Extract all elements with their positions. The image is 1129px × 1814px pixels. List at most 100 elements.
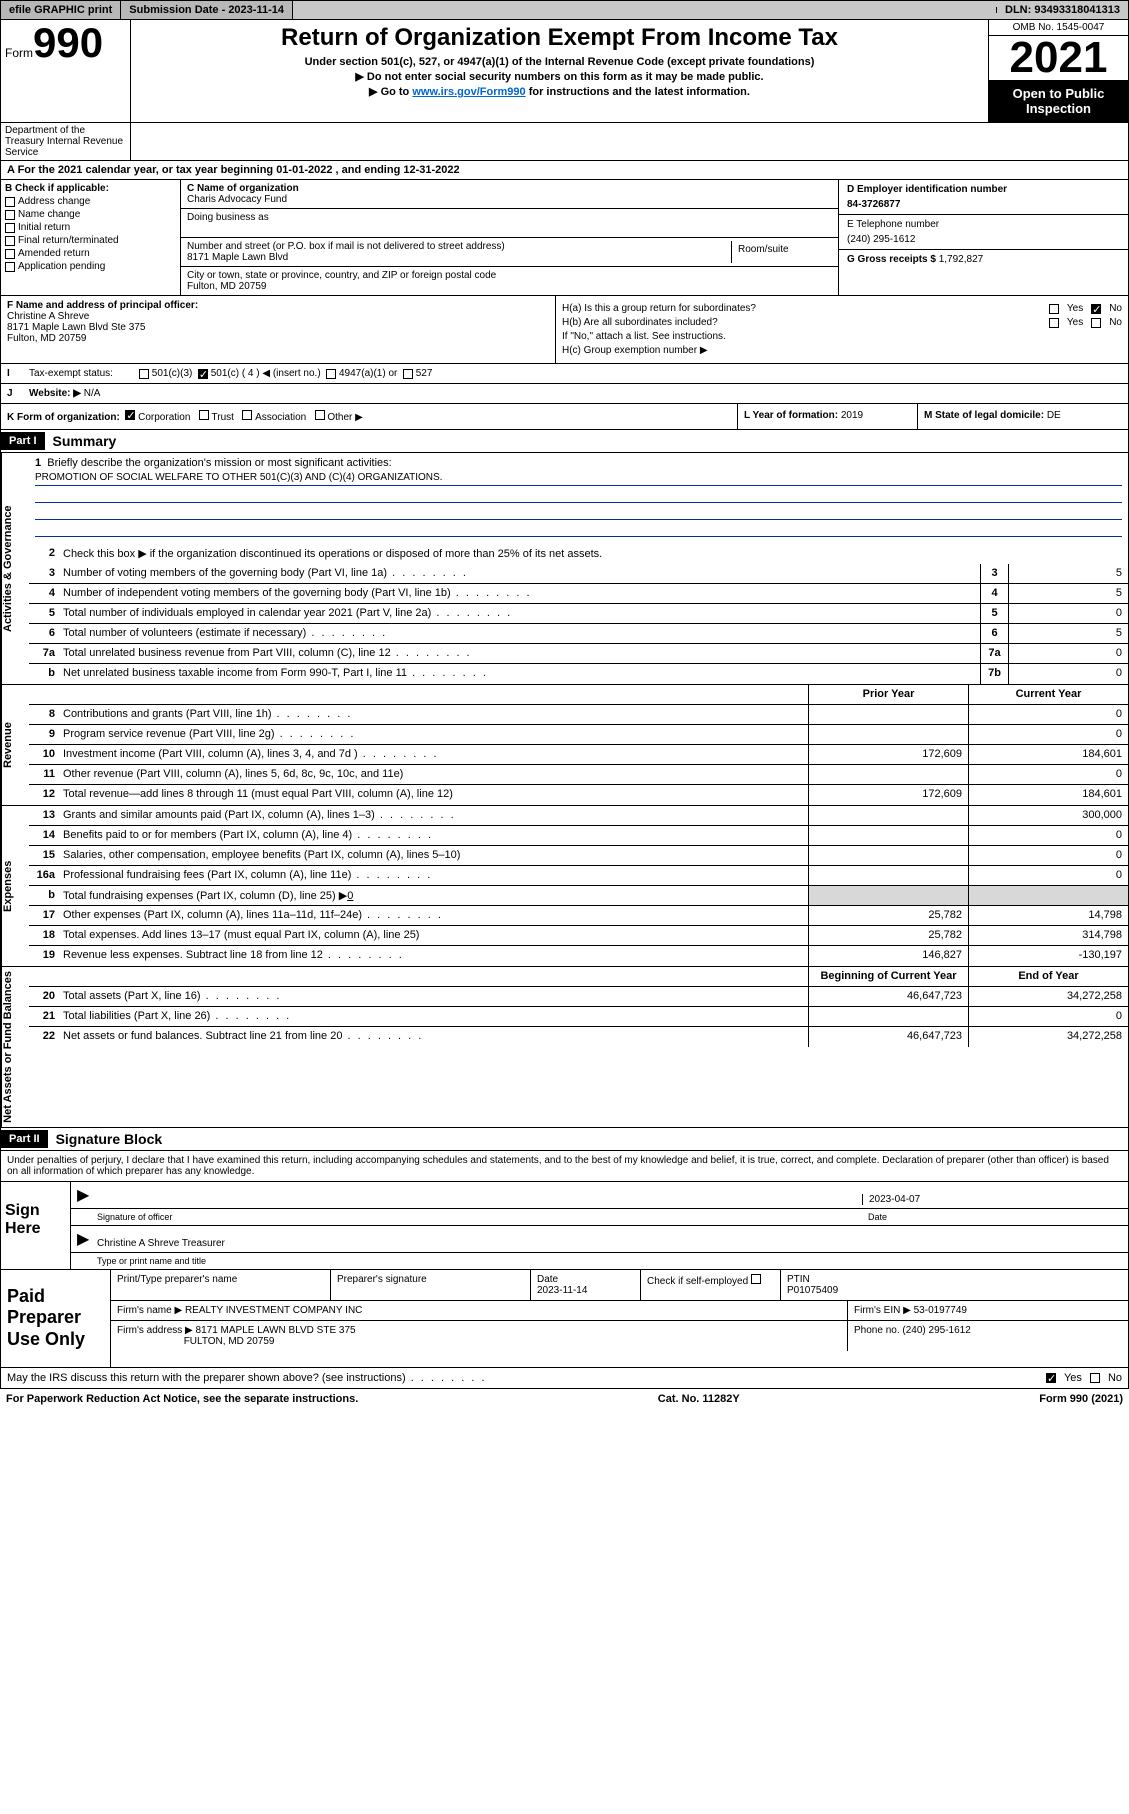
may-no[interactable] — [1090, 1373, 1100, 1383]
part2-header: Part II Signature Block — [0, 1128, 1129, 1151]
v7b: 0 — [1008, 664, 1128, 684]
c-name-label: C Name of organization — [187, 183, 299, 194]
revenue-section: Revenue Prior YearCurrent Year 8Contribu… — [0, 685, 1129, 806]
prep-label: Paid Preparer Use Only — [1, 1270, 111, 1367]
ha-yes[interactable] — [1049, 304, 1059, 314]
top-bar: efile GRAPHIC print Submission Date - 20… — [0, 0, 1129, 20]
hb2-text: If "No," attach a list. See instructions… — [562, 331, 726, 342]
line-a-tax-year: A For the 2021 calendar year, or tax yea… — [0, 161, 1129, 180]
c-name-cell: C Name of organization Charis Advocacy F… — [181, 180, 838, 209]
chk-4947[interactable] — [326, 369, 336, 379]
dept-row: Department of the Treasury Internal Reve… — [0, 123, 1129, 161]
irs-link[interactable]: www.irs.gov/Form990 — [412, 86, 525, 98]
tab-activities: Activities & Governance — [1, 453, 29, 684]
c20: 34,272,258 — [968, 987, 1128, 1006]
p17: 25,782 — [808, 906, 968, 925]
hdr-curr: Current Year — [968, 685, 1128, 704]
firm-name: REALTY INVESTMENT COMPANY INC — [185, 1305, 362, 1316]
box7b: 7b — [980, 664, 1008, 684]
expenses-section: Expenses 13Grants and similar amounts pa… — [0, 806, 1129, 967]
subtitle-1: Under section 501(c), 527, or 4947(a)(1)… — [139, 56, 980, 68]
k-cell: K Form of organization: Corporation Trus… — [1, 404, 738, 429]
ha-no[interactable] — [1091, 304, 1101, 314]
chk-other[interactable] — [315, 410, 325, 420]
l22: Net assets or fund balances. Subtract li… — [59, 1027, 808, 1047]
n14: 14 — [29, 826, 59, 845]
paid-preparer: Paid Preparer Use Only Print/Type prepar… — [0, 1270, 1129, 1368]
v3: 5 — [1008, 564, 1128, 583]
dln: DLN: 93493318041313 — [997, 1, 1128, 19]
v4: 5 — [1008, 584, 1128, 603]
l3-text: Number of voting members of the governin… — [59, 564, 980, 583]
ptin-cell: PTINP01075409 — [781, 1270, 1128, 1300]
cat-no: Cat. No. 11282Y — [658, 1393, 740, 1405]
lbl-address: Address change — [18, 196, 90, 207]
l20: Total assets (Part X, line 16) — [59, 987, 808, 1006]
dba-label: Doing business as — [187, 212, 269, 223]
ha-text: H(a) Is this a group return for subordin… — [562, 303, 756, 314]
l7b-text: Net unrelated business taxable income fr… — [59, 664, 980, 684]
mission-blank2 — [35, 506, 1122, 520]
chk-trust[interactable] — [199, 410, 209, 420]
may-yes[interactable] — [1046, 1373, 1056, 1383]
name-title-label: Type or print name and title — [97, 1256, 1122, 1266]
v6: 5 — [1008, 624, 1128, 643]
year-box: OMB No. 1545-0047 2021 Open to Public In… — [988, 20, 1128, 122]
firm-name-lbl: Firm's name ▶ — [117, 1305, 182, 1316]
sig-right: ▶ 2023-04-07 Signature of officer Date ▶… — [71, 1182, 1128, 1269]
g-gross-cell: G Gross receipts $ 1,792,827 — [839, 250, 1128, 269]
ptin-val: P01075409 — [787, 1285, 838, 1296]
lbl-app: Application pending — [18, 261, 105, 272]
chk-address[interactable] — [5, 197, 15, 207]
l18: Total expenses. Add lines 13–17 (must eq… — [59, 926, 808, 945]
hdr-prior: Prior Year — [808, 685, 968, 704]
lbl-amended: Amended return — [18, 248, 90, 259]
prep-body: Print/Type preparer's name Preparer's si… — [111, 1270, 1128, 1367]
chk-final[interactable] — [5, 236, 15, 246]
n10: 10 — [29, 745, 59, 764]
lbl-501c3: 501(c)(3) — [152, 368, 193, 379]
l13: Grants and similar amounts paid (Part IX… — [59, 806, 808, 825]
c-addr-cell: Number and street (or P.O. box if mail i… — [181, 238, 838, 267]
hdr-beg: Beginning of Current Year — [808, 967, 968, 986]
n9: 9 — [29, 725, 59, 744]
chk-initial[interactable] — [5, 223, 15, 233]
part1-header: Part I Summary — [0, 430, 1129, 453]
chk-name[interactable] — [5, 210, 15, 220]
v7a: 0 — [1008, 644, 1128, 663]
chk-assoc[interactable] — [242, 410, 252, 420]
f-label: F Name and address of principal officer: — [7, 300, 198, 311]
chk-501c4[interactable] — [198, 369, 208, 379]
l2-text: Check this box ▶ if the organization dis… — [59, 544, 1128, 564]
n20: 20 — [29, 987, 59, 1006]
chk-app[interactable] — [5, 262, 15, 272]
chk-corp[interactable] — [125, 410, 135, 420]
box4: 4 — [980, 584, 1008, 603]
spacer — [131, 123, 1128, 160]
c17: 14,798 — [968, 906, 1128, 925]
klm-row: K Form of organization: Corporation Trus… — [0, 404, 1129, 430]
hb-yes[interactable] — [1049, 318, 1059, 328]
c19: -130,197 — [968, 946, 1128, 966]
chk-self-emp[interactable] — [751, 1274, 761, 1284]
sign-here-label: Sign Here — [1, 1182, 71, 1269]
efile-print-button[interactable]: efile GRAPHIC print — [1, 1, 121, 19]
c16b-shaded — [968, 886, 1128, 905]
chk-amended[interactable] — [5, 249, 15, 259]
fgh-row: F Name and address of principal officer:… — [0, 296, 1129, 364]
j-website-row: J Website: ▶ N/A — [0, 384, 1129, 404]
chk-501c3[interactable] — [139, 369, 149, 379]
e-label: E Telephone number — [847, 219, 939, 230]
subtitle-2: ▶ Do not enter social security numbers o… — [139, 70, 980, 83]
hb-no[interactable] — [1091, 318, 1101, 328]
chk-527[interactable] — [403, 369, 413, 379]
n5: 5 — [29, 604, 59, 623]
prep-date: 2023-11-14 — [537, 1285, 587, 1296]
p9 — [808, 725, 968, 744]
website-value: N/A — [84, 388, 101, 399]
l-label: L Year of formation: — [744, 410, 838, 421]
gross-receipts: 1,792,827 — [939, 254, 984, 265]
p11 — [808, 765, 968, 784]
p21 — [808, 1007, 968, 1026]
yes-lbl: Yes — [1067, 303, 1083, 314]
